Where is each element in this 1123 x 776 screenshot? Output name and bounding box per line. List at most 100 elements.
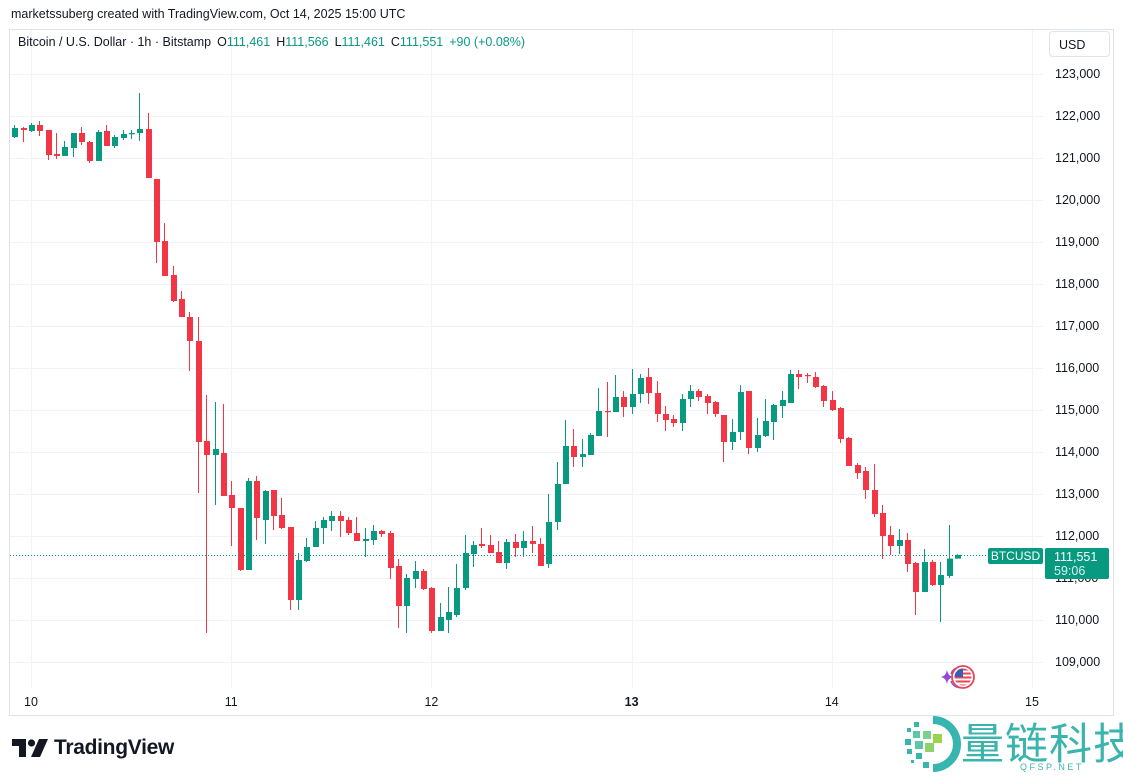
candle[interactable] [221, 403, 227, 497]
candle[interactable] [688, 385, 694, 408]
candle[interactable] [71, 133, 77, 157]
candle[interactable] [613, 375, 619, 413]
candle[interactable] [396, 559, 402, 628]
candle[interactable] [846, 437, 852, 466]
candle[interactable] [905, 533, 911, 572]
candle[interactable] [21, 127, 27, 142]
candle[interactable] [555, 461, 561, 530]
candle[interactable] [129, 129, 135, 140]
candle[interactable] [655, 381, 661, 423]
candle[interactable] [54, 133, 60, 160]
candle[interactable] [863, 466, 869, 499]
candle[interactable] [621, 391, 627, 418]
candle[interactable] [79, 127, 85, 145]
candle[interactable] [913, 561, 919, 616]
candle[interactable] [429, 586, 435, 634]
candle[interactable] [29, 123, 35, 133]
candle[interactable] [379, 529, 385, 538]
candle[interactable] [855, 463, 861, 480]
candle[interactable] [413, 560, 419, 588]
candle[interactable] [238, 507, 244, 571]
candle[interactable] [96, 129, 102, 161]
candle[interactable] [504, 538, 510, 570]
candle[interactable] [162, 223, 168, 277]
candle[interactable] [204, 395, 210, 634]
candle[interactable] [830, 391, 836, 412]
candle[interactable] [805, 372, 811, 383]
candle[interactable] [104, 124, 110, 146]
candle[interactable] [680, 393, 686, 431]
candle[interactable] [121, 129, 127, 140]
candle[interactable] [938, 561, 944, 623]
candle[interactable] [663, 406, 669, 431]
candle[interactable] [947, 524, 953, 578]
candle[interactable] [213, 402, 219, 506]
candle[interactable] [755, 417, 761, 452]
candle[interactable] [404, 574, 410, 634]
candle[interactable] [546, 494, 552, 569]
candle[interactable] [179, 291, 185, 318]
candle[interactable] [87, 140, 93, 163]
candle[interactable] [471, 540, 477, 567]
candle[interactable] [288, 527, 294, 611]
candle[interactable] [329, 511, 335, 532]
candle[interactable] [705, 393, 711, 414]
candle[interactable] [563, 419, 569, 485]
candle[interactable] [746, 391, 752, 455]
candle[interactable] [363, 528, 369, 557]
candle[interactable] [313, 521, 319, 548]
candle[interactable] [580, 438, 586, 467]
candle[interactable] [696, 389, 702, 402]
candle[interactable] [137, 92, 143, 141]
tradingview-logo[interactable]: TradingView [12, 736, 174, 760]
currency-button[interactable]: USD [1049, 31, 1110, 57]
candle[interactable] [454, 564, 460, 618]
candle[interactable] [321, 517, 327, 544]
candle[interactable] [488, 534, 494, 554]
candle[interactable] [338, 511, 344, 538]
candle[interactable] [371, 524, 377, 545]
candle[interactable] [922, 549, 928, 592]
candle[interactable] [187, 312, 193, 371]
candle[interactable] [730, 418, 736, 450]
candle[interactable] [171, 265, 177, 303]
candle[interactable] [46, 129, 52, 161]
candle[interactable] [880, 505, 886, 560]
candle[interactable] [838, 407, 844, 444]
candle[interactable] [588, 433, 594, 455]
candle[interactable] [713, 401, 719, 418]
candle[interactable] [538, 538, 544, 566]
candle[interactable] [146, 113, 152, 178]
economic-event-flag-icon[interactable] [939, 664, 979, 695]
candle[interactable] [304, 538, 310, 562]
candle[interactable] [37, 120, 43, 136]
candle[interactable] [271, 490, 277, 530]
candle[interactable] [388, 531, 394, 580]
candle[interactable] [796, 370, 802, 389]
candle[interactable] [671, 414, 677, 428]
candle[interactable] [571, 428, 577, 467]
candle[interactable] [513, 533, 519, 557]
candle[interactable] [788, 370, 794, 403]
candle[interactable] [354, 517, 360, 541]
candle[interactable] [721, 414, 727, 462]
candle[interactable] [646, 368, 652, 404]
candle[interactable] [955, 554, 961, 559]
candle[interactable] [112, 134, 118, 149]
candle[interactable] [771, 403, 777, 440]
candle[interactable] [279, 497, 285, 529]
candle[interactable] [438, 602, 444, 632]
candle[interactable] [154, 179, 160, 263]
candle[interactable] [897, 528, 903, 555]
candle[interactable] [638, 374, 644, 403]
legend-symbol[interactable]: Bitcoin / U.S. Dollar · 1h · Bitstamp [18, 35, 212, 49]
candle[interactable] [780, 391, 786, 418]
candle[interactable] [254, 475, 260, 540]
candle[interactable] [263, 490, 269, 544]
candle[interactable] [12, 124, 18, 139]
candle[interactable] [421, 569, 427, 591]
candle[interactable] [196, 317, 202, 493]
candle[interactable] [630, 369, 636, 414]
candle[interactable] [821, 385, 827, 408]
